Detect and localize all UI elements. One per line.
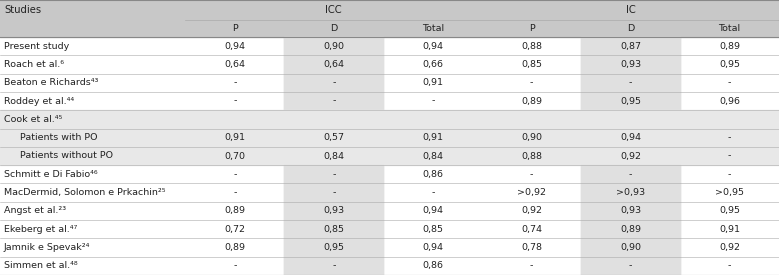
Text: P: P <box>232 24 238 33</box>
Text: Simmen et al.⁴⁸: Simmen et al.⁴⁸ <box>4 261 78 270</box>
Text: 0,92: 0,92 <box>719 243 740 252</box>
Text: 0,89: 0,89 <box>620 225 641 234</box>
Text: 0,89: 0,89 <box>521 97 542 106</box>
Text: 0,90: 0,90 <box>521 133 542 142</box>
Text: 0,93: 0,93 <box>323 207 344 215</box>
Text: Patients with PO: Patients with PO <box>8 133 97 142</box>
Text: 0,88: 0,88 <box>521 152 542 161</box>
Text: -: - <box>629 170 633 179</box>
Text: 0,84: 0,84 <box>323 152 344 161</box>
Text: -: - <box>431 188 435 197</box>
Text: 0,91: 0,91 <box>224 133 245 142</box>
Text: -: - <box>728 78 731 87</box>
Text: 0,88: 0,88 <box>521 42 542 51</box>
Text: 0,93: 0,93 <box>620 60 641 69</box>
Text: 0,72: 0,72 <box>224 225 245 234</box>
Text: 0,57: 0,57 <box>323 133 344 142</box>
Text: -: - <box>233 97 237 106</box>
Text: 0,95: 0,95 <box>620 97 641 106</box>
Text: Roach et al.⁶: Roach et al.⁶ <box>4 60 64 69</box>
Text: 0,94: 0,94 <box>620 133 641 142</box>
Text: -: - <box>728 261 731 270</box>
Text: ICC: ICC <box>326 5 342 15</box>
Text: Present study: Present study <box>4 42 69 51</box>
Text: 0,91: 0,91 <box>422 133 443 142</box>
Text: -: - <box>530 261 534 270</box>
Text: -: - <box>728 170 731 179</box>
Text: 0,89: 0,89 <box>224 243 245 252</box>
Text: -: - <box>530 170 534 179</box>
Text: 0,74: 0,74 <box>521 225 542 234</box>
Text: >0,93: >0,93 <box>616 188 645 197</box>
Text: 0,94: 0,94 <box>422 42 443 51</box>
Text: 0,84: 0,84 <box>422 152 443 161</box>
Text: 0,95: 0,95 <box>719 60 740 69</box>
Text: 0,91: 0,91 <box>422 78 443 87</box>
Text: -: - <box>629 78 633 87</box>
Text: -: - <box>332 170 336 179</box>
Text: 0,85: 0,85 <box>422 225 443 234</box>
Text: -: - <box>233 261 237 270</box>
Text: 0,64: 0,64 <box>224 60 245 69</box>
Text: -: - <box>233 188 237 197</box>
Text: Schmitt e Di Fabio⁴⁶: Schmitt e Di Fabio⁴⁶ <box>4 170 97 179</box>
Text: 0,64: 0,64 <box>323 60 344 69</box>
Text: Cook et al.⁴⁵: Cook et al.⁴⁵ <box>4 115 62 124</box>
Text: Beaton e Richards⁴³: Beaton e Richards⁴³ <box>4 78 98 87</box>
Text: Studies: Studies <box>4 5 41 15</box>
Text: D: D <box>330 24 337 33</box>
Text: -: - <box>332 188 336 197</box>
Text: 0,92: 0,92 <box>620 152 641 161</box>
Text: 0,86: 0,86 <box>422 261 443 270</box>
Text: 0,93: 0,93 <box>620 207 641 215</box>
Text: 0,92: 0,92 <box>521 207 542 215</box>
Text: -: - <box>332 97 336 106</box>
Text: -: - <box>431 97 435 106</box>
Text: 0,90: 0,90 <box>620 243 641 252</box>
Text: -: - <box>233 170 237 179</box>
Text: 0,78: 0,78 <box>521 243 542 252</box>
Text: 0,94: 0,94 <box>422 207 443 215</box>
Text: 0,87: 0,87 <box>620 42 641 51</box>
Text: Roddey et al.⁴⁴: Roddey et al.⁴⁴ <box>4 97 74 106</box>
Text: 0,95: 0,95 <box>323 243 344 252</box>
Text: 0,85: 0,85 <box>521 60 542 69</box>
Text: 0,89: 0,89 <box>224 207 245 215</box>
Text: D: D <box>627 24 634 33</box>
Text: Jamnik e Spevak²⁴: Jamnik e Spevak²⁴ <box>4 243 90 252</box>
Text: 0,90: 0,90 <box>323 42 344 51</box>
Text: Patients without PO: Patients without PO <box>8 152 113 161</box>
Text: -: - <box>629 261 633 270</box>
Text: 0,66: 0,66 <box>422 60 443 69</box>
Text: >0,92: >0,92 <box>517 188 546 197</box>
Text: >0,95: >0,95 <box>715 188 744 197</box>
Text: 0,70: 0,70 <box>224 152 245 161</box>
Text: -: - <box>728 152 731 161</box>
Text: -: - <box>728 133 731 142</box>
Text: -: - <box>332 78 336 87</box>
Text: 0,94: 0,94 <box>224 42 245 51</box>
Text: 0,91: 0,91 <box>719 225 740 234</box>
Text: Total: Total <box>421 24 444 33</box>
Text: MacDermid, Solomon e Prkachin²⁵: MacDermid, Solomon e Prkachin²⁵ <box>4 188 165 197</box>
Text: 0,86: 0,86 <box>422 170 443 179</box>
Text: 0,85: 0,85 <box>323 225 344 234</box>
Text: -: - <box>332 261 336 270</box>
Text: IC: IC <box>626 5 636 15</box>
Text: Ekeberg et al.⁴⁷: Ekeberg et al.⁴⁷ <box>4 225 77 234</box>
Text: P: P <box>529 24 534 33</box>
Text: Angst et al.²³: Angst et al.²³ <box>4 207 66 215</box>
Text: -: - <box>530 78 534 87</box>
Text: -: - <box>233 78 237 87</box>
Text: 0,96: 0,96 <box>719 97 740 106</box>
Text: 0,89: 0,89 <box>719 42 740 51</box>
Text: Total: Total <box>718 24 741 33</box>
Text: 0,94: 0,94 <box>422 243 443 252</box>
Text: 0,95: 0,95 <box>719 207 740 215</box>
